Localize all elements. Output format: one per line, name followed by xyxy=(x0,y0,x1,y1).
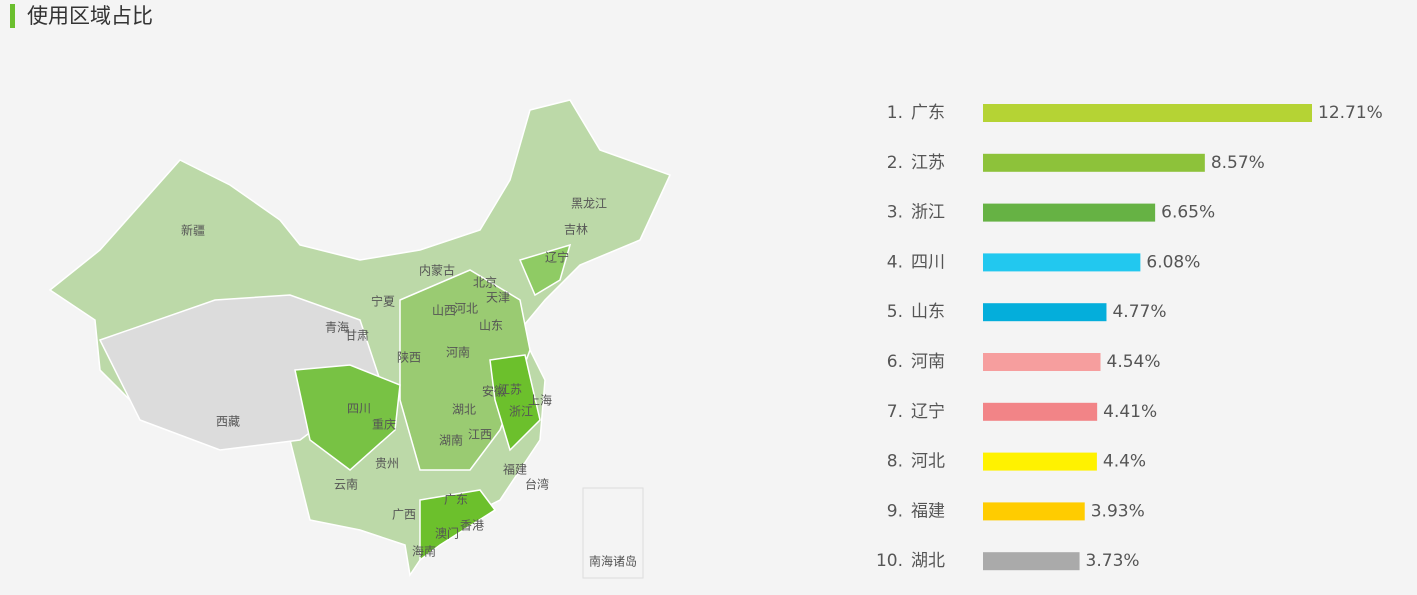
region-guangdong xyxy=(419,489,497,562)
map-label: 宁夏 xyxy=(371,294,395,309)
bar xyxy=(983,402,1098,421)
inset-label: 南海诸岛 xyxy=(589,554,637,569)
bar xyxy=(983,203,1156,222)
map-label: 福建 xyxy=(503,462,527,477)
bar xyxy=(983,502,1085,521)
map-label: 香港 xyxy=(460,519,484,533)
bar xyxy=(983,452,1097,471)
rank: 5. xyxy=(887,302,903,322)
map-label: 广东 xyxy=(444,493,468,507)
map-label: 湖南 xyxy=(439,433,463,448)
category-label: 湖北 xyxy=(911,551,945,571)
value-label: 6.65% xyxy=(1161,203,1215,223)
value-label: 3.93% xyxy=(1091,501,1145,521)
map-label: 甘肃 xyxy=(345,329,369,343)
map-label: 河北 xyxy=(454,302,478,316)
map-label: 河南 xyxy=(446,345,470,360)
category-label: 福建 xyxy=(911,501,945,521)
rank: 10. xyxy=(876,551,903,571)
value-label: 12.71% xyxy=(1318,103,1383,123)
category-label: 浙江 xyxy=(911,203,945,223)
rank: 8. xyxy=(887,452,903,472)
map-label: 浙江 xyxy=(509,405,533,419)
category-label: 河北 xyxy=(911,452,945,472)
page-title: 使用区域占比 xyxy=(10,4,153,28)
map-label: 海南 xyxy=(412,544,436,559)
rank: 4. xyxy=(887,252,903,272)
map-label: 青海 xyxy=(325,320,349,335)
region-sichuan xyxy=(294,364,401,471)
value-label: 4.41% xyxy=(1103,402,1157,422)
map-label: 天津 xyxy=(486,291,510,305)
map-label: 吉林 xyxy=(564,223,588,237)
bar xyxy=(983,552,1080,571)
map-label: 重庆 xyxy=(372,418,396,432)
value-label: 8.57% xyxy=(1211,153,1265,173)
map-label: 山西 xyxy=(432,304,456,318)
category-label: 山东 xyxy=(911,302,945,322)
map-label: 西藏 xyxy=(216,415,240,429)
value-label: 4.54% xyxy=(1107,352,1161,372)
rank: 1. xyxy=(887,103,903,123)
map-label: 江西 xyxy=(468,428,492,442)
map-label: 广西 xyxy=(392,508,416,522)
region-jiangsu-zhejiang xyxy=(489,354,541,452)
value-label: 6.08% xyxy=(1146,252,1200,272)
category-label: 四川 xyxy=(911,252,945,272)
map-label: 云南 xyxy=(334,477,358,492)
value-label: 4.4% xyxy=(1103,452,1146,472)
rank: 2. xyxy=(887,153,903,173)
map-label: 北京 xyxy=(473,276,497,290)
bar xyxy=(983,303,1107,322)
category-label: 辽宁 xyxy=(911,402,945,422)
map-label: 山东 xyxy=(479,319,503,333)
bar xyxy=(983,153,1205,172)
region-liaoning xyxy=(518,243,572,297)
map-label: 澳门 xyxy=(435,526,459,541)
category-label: 江苏 xyxy=(911,153,945,173)
value-label: 4.77% xyxy=(1112,302,1166,322)
map-label: 江苏 xyxy=(498,383,522,397)
bar xyxy=(983,104,1312,122)
map-label: 安徽 xyxy=(482,384,506,399)
map-label: 陕西 xyxy=(397,350,421,365)
rank: 6. xyxy=(887,352,903,372)
bar xyxy=(983,353,1101,371)
map-label: 上海 xyxy=(528,393,552,408)
inset-box xyxy=(582,487,644,579)
map-label: 台湾 xyxy=(525,477,549,492)
region-mid xyxy=(399,269,531,471)
map-label: 湖北 xyxy=(452,402,476,417)
map-label: 内蒙古 xyxy=(419,263,455,278)
map-label: 新疆 xyxy=(181,223,205,238)
bar xyxy=(983,253,1141,272)
rank: 7. xyxy=(887,402,903,422)
category-label: 河南 xyxy=(911,352,945,372)
map-label: 四川 xyxy=(347,402,371,416)
value-label: 3.73% xyxy=(1086,551,1140,571)
rank: 3. xyxy=(887,203,903,223)
map-label: 贵州 xyxy=(375,457,399,471)
map-label: 黑龙江 xyxy=(571,197,607,211)
category-label: 广东 xyxy=(911,103,945,123)
rank: 9. xyxy=(887,501,903,521)
map-label: 辽宁 xyxy=(545,250,569,265)
map: 南海诸岛 xyxy=(48,99,672,579)
